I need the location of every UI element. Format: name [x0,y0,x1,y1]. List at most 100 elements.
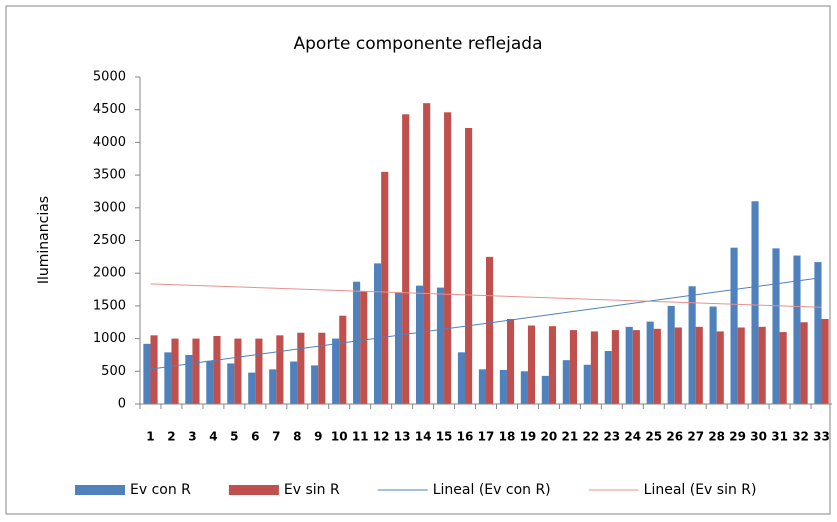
x-tick-label: 7 [272,430,280,444]
bar [227,363,235,404]
x-tick-label: 21 [562,430,579,444]
y-tick-label: 5000 [93,70,126,85]
trend-line [150,277,822,370]
x-tick-label: 25 [645,430,662,444]
bar [381,171,389,404]
bar [646,321,654,404]
x-tick-label: 20 [541,430,558,444]
bar [213,335,221,404]
bar [667,305,675,404]
bar [541,375,549,404]
x-tick-label: 3 [188,430,196,444]
y-tick-label: 4500 [93,102,126,117]
legend-label: Ev sin R [284,482,340,498]
bar [423,103,431,404]
x-tick-label: 22 [582,430,599,444]
x-tick-label: 32 [792,430,809,444]
bar [332,338,340,404]
x-tick-label: 1 [146,430,154,444]
bar [444,112,452,404]
bar [625,326,633,404]
y-tick-label: 500 [101,364,126,379]
legend-swatch [228,485,279,495]
bar [569,330,578,404]
x-tick-label: 12 [373,430,390,444]
bar [772,248,780,404]
bar [674,327,682,404]
y-tick-label: 2500 [93,233,126,248]
x-tick-label: 29 [729,430,746,444]
x-tick-label: 24 [624,430,641,444]
x-tick-label: 18 [499,430,516,444]
y-axis-label: Iluminancias [36,196,52,284]
bar [779,332,787,404]
bar [478,369,486,404]
x-tick-label: 33 [813,430,830,444]
y-tick-label: 0 [118,397,126,412]
x-tick-label: 27 [687,430,704,444]
bar [604,351,612,404]
bar [150,335,158,404]
bar [486,256,494,404]
y-tick-label: 1000 [93,331,126,346]
y-tick-label: 4000 [93,135,126,150]
bar [709,306,717,404]
bar [415,285,424,404]
bar [716,331,724,404]
x-tick-label: 9 [314,430,322,444]
bar [394,292,403,404]
bar [520,371,528,404]
x-tick-label: 2 [167,430,175,444]
bar [318,332,326,404]
bar [164,352,172,404]
bar [436,287,445,404]
bar [311,365,319,404]
bar [465,128,473,404]
bar [360,291,368,404]
x-tick-label: 8 [293,430,301,444]
bar [506,318,515,404]
bar [737,327,745,404]
bar [548,326,557,404]
bar [234,338,242,404]
x-tick-label: 17 [478,430,495,444]
y-tick-label: 2000 [93,266,126,281]
bar [248,372,256,404]
x-tick-label: 23 [603,430,620,444]
bar [814,262,822,404]
bar [793,255,801,404]
bar [688,286,696,404]
bar [695,326,703,404]
x-tick-label: 10 [331,430,348,444]
x-tick-label: 16 [457,430,474,444]
x-tick-label: 11 [352,430,369,444]
bar [653,328,661,404]
bar [269,369,277,404]
bar [374,263,382,404]
bar [290,361,298,404]
bar [143,343,151,404]
x-tick-label: 19 [520,430,537,444]
bar [402,114,410,404]
y-tick-label: 3000 [93,200,126,215]
bar [171,338,179,404]
bar [206,360,214,404]
x-tick-label: 15 [436,430,453,444]
bar [562,360,570,404]
legend-label: Ev con R [130,482,191,498]
bar [339,315,347,404]
bar [590,331,598,404]
bar [821,318,829,404]
x-tick-label: 26 [666,430,683,444]
bar [297,332,305,404]
x-tick-label: 5 [230,430,238,444]
x-tick-label: 30 [750,430,767,444]
chart-frame [5,5,831,515]
y-tick-label: 1500 [93,298,126,313]
x-tick-label: 13 [394,430,411,444]
bar [758,326,766,404]
x-tick-label: 31 [771,430,788,444]
x-tick-label: 28 [708,430,725,444]
bar [751,201,759,404]
